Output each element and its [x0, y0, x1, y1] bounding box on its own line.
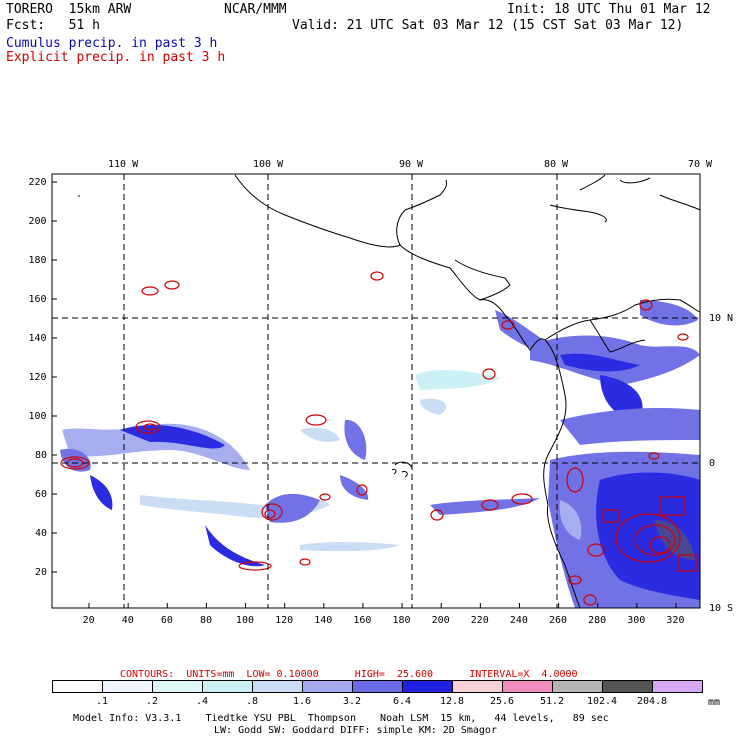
- explicit-precip-contours: [60, 271, 697, 606]
- colorbar-cell: [602, 680, 653, 693]
- coastlines: [78, 174, 701, 609]
- y-tick-label: 60: [35, 489, 48, 500]
- x-tick-label: 40: [121, 615, 134, 626]
- model-title: TORERO 15km ARW: [6, 2, 132, 17]
- y-tick-label: 20: [35, 567, 48, 578]
- colorbar-cell: [202, 680, 253, 693]
- x-tick-label: 320: [666, 615, 685, 626]
- lon-label: 90 W: [399, 159, 424, 170]
- colorbar-label: 102.4: [586, 696, 618, 707]
- y-tick-label: 40: [35, 528, 48, 539]
- colorbar-cell: [652, 680, 703, 693]
- colorbar-unit: mm: [708, 697, 721, 708]
- legend-cumulus: Cumulus precip. in past 3 h: [6, 36, 218, 51]
- lat-label: 0: [709, 458, 716, 469]
- colorbar-cell: [402, 680, 453, 693]
- axis-ticks: [52, 181, 677, 608]
- colorbar-cell: [102, 680, 153, 693]
- colorbar-label: .8: [245, 696, 259, 707]
- colorbar-cell: [452, 680, 503, 693]
- colorbar-cell: [352, 680, 403, 693]
- colorbar-cell: [502, 680, 553, 693]
- x-tick-label: 260: [549, 615, 568, 626]
- lon-label: 110 W: [108, 159, 139, 170]
- cumulus-precip-shading: [60, 300, 700, 608]
- lat-label: 10 N: [709, 313, 734, 324]
- colorbar-label: 3.2: [342, 696, 362, 707]
- x-tick-label: 280: [588, 615, 607, 626]
- x-tick-label: 120: [275, 615, 294, 626]
- init-time: Init: 18 UTC Thu 01 Mar 12: [507, 2, 711, 17]
- colorbar-cell: [302, 680, 353, 693]
- y-tick-label: 220: [28, 177, 47, 188]
- contour-info: CONTOURS: UNITS=mm LOW= 0.10000 HIGH= 25…: [120, 669, 578, 680]
- x-tick-label: 220: [470, 615, 489, 626]
- colorbar-label: 204.8: [636, 696, 668, 707]
- colorbar-cell: [152, 680, 203, 693]
- x-tick-label: 240: [509, 615, 528, 626]
- lat-label: 10 S: [709, 603, 734, 614]
- y-tick-label: 160: [28, 294, 47, 305]
- colorbar-label: 12.8: [439, 696, 465, 707]
- colorbar-label: 51.2: [539, 696, 565, 707]
- lon-label: 100 W: [253, 159, 284, 170]
- y-tick-label: 100: [28, 411, 47, 422]
- x-tick-label: 60: [160, 615, 173, 626]
- model-info: Model Info: V3.3.1 Tiedtke YSU PBL Thomp…: [73, 713, 609, 724]
- colorbar-label: .1: [95, 696, 109, 707]
- x-tick-label: 140: [314, 615, 333, 626]
- x-tick-label: 20: [82, 615, 95, 626]
- colorbar-label: 6.4: [392, 696, 412, 707]
- y-tick-label: 200: [28, 216, 47, 227]
- legend-explicit: Explicit precip. in past 3 h: [6, 50, 226, 65]
- colorbar-cell: [252, 680, 303, 693]
- organization-label: NCAR/MMM: [224, 2, 287, 17]
- x-tick-label: 300: [627, 615, 646, 626]
- x-tick-label: 200: [431, 615, 450, 626]
- lon-label: 70 W: [688, 159, 713, 170]
- colorbar-label: 25.6: [489, 696, 515, 707]
- plot-frame: [51, 173, 701, 609]
- graticule: [52, 174, 700, 608]
- valid-time: Valid: 21 UTC Sat 03 Mar 12 (15 CST Sat …: [292, 18, 684, 33]
- y-tick-label: 80: [35, 450, 48, 461]
- forecast-hour: Fcst: 51 h: [6, 18, 100, 33]
- colorbar-label: .2: [145, 696, 159, 707]
- x-tick-label: 80: [200, 615, 213, 626]
- colorbar-cell: [52, 680, 103, 693]
- y-tick-label: 180: [28, 255, 47, 266]
- y-tick-label: 120: [28, 372, 47, 383]
- colorbar-label: .4: [195, 696, 209, 707]
- model-physics: LW: Godd SW: Goddard DIFF: simple KM: 2D…: [214, 725, 497, 736]
- colorbar-label: 1.6: [292, 696, 312, 707]
- x-tick-label: 180: [392, 615, 411, 626]
- y-tick-label: 140: [28, 333, 47, 344]
- colorbar-cell: [552, 680, 603, 693]
- x-tick-label: 100: [235, 615, 254, 626]
- lon-label: 80 W: [544, 159, 569, 170]
- x-tick-label: 160: [353, 615, 372, 626]
